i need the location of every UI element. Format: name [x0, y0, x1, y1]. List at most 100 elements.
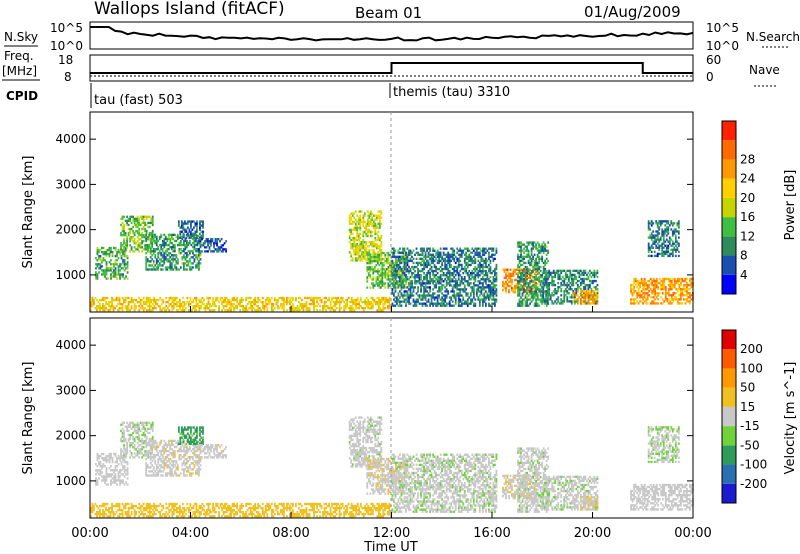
power-echo-cell — [646, 288, 649, 291]
power-echo-cell — [472, 278, 475, 281]
power-echo-cell — [198, 248, 200, 251]
power-echo-cell — [690, 298, 693, 301]
power-echo-cell — [643, 283, 646, 287]
power-echo-cell — [547, 241, 550, 244]
power-echo-cell — [402, 251, 404, 254]
power-echo-cell — [526, 282, 528, 285]
power-echo-cell — [453, 284, 456, 287]
power-echo-cell — [445, 296, 448, 299]
power-echo-cell — [254, 309, 257, 312]
power-echo-cell — [382, 264, 385, 267]
power-echo-cell — [257, 307, 260, 310]
power-echo-cell — [316, 296, 318, 300]
power-echo-cell — [654, 283, 657, 287]
power-echo-cell — [173, 243, 176, 247]
power-echo-cell — [518, 294, 521, 297]
power-echo-cell — [317, 296, 320, 300]
power-echo-cell — [182, 226, 185, 229]
power-echo-cell — [487, 286, 490, 289]
power-echo-cell — [122, 261, 124, 264]
power-echo-cell — [147, 215, 150, 218]
power-echo-cell — [102, 271, 105, 274]
power-echo-cell — [563, 269, 566, 273]
power-echo-cell — [448, 259, 451, 263]
power-echo-cell — [308, 309, 311, 312]
power-echo-cell — [676, 277, 679, 281]
power-echo-cell — [374, 224, 377, 228]
power-echo-cell — [371, 249, 374, 252]
power-echo-cell — [477, 263, 480, 267]
power-echo-cell — [529, 280, 531, 283]
power-echo-cell — [404, 253, 406, 257]
power-echo-cell — [433, 292, 436, 295]
power-echo-cell — [526, 296, 528, 299]
power-echo-cell — [401, 276, 403, 279]
power-echo-cell — [639, 283, 642, 287]
power-echo-cell — [688, 279, 691, 283]
power-echo-cell — [526, 280, 528, 284]
power-echo-cell — [323, 300, 326, 304]
power-echo-cell — [421, 284, 424, 287]
power-echo-cell — [175, 254, 178, 257]
power-echo-cell — [463, 247, 466, 250]
power-echo-cell — [676, 281, 679, 285]
power-echo-cell — [543, 283, 546, 287]
power-echo-cell — [545, 302, 548, 305]
power-echo-cell — [362, 222, 365, 225]
power-echo-cell — [460, 263, 463, 267]
power-echo-cell — [409, 286, 412, 289]
power-echo-cell — [175, 262, 178, 265]
power-echo-cell — [554, 300, 557, 303]
power-echo-cell — [177, 236, 180, 239]
power-echo-cell — [411, 251, 413, 254]
power-echo-cell — [662, 230, 665, 233]
power-echo-cell — [167, 260, 170, 263]
power-echo-cell — [572, 300, 575, 303]
power-echo-cell — [91, 298, 94, 302]
power-echo-cell — [581, 279, 584, 283]
power-echo-cell — [552, 281, 555, 285]
power-echo-cell — [441, 302, 444, 305]
power-echo-cell — [445, 282, 448, 285]
power-echo-cell — [489, 294, 492, 297]
power-echo-cell — [359, 226, 362, 230]
power-echo-cell — [477, 273, 480, 277]
power-echo-cell — [445, 280, 448, 283]
power-echo-cell — [430, 253, 433, 256]
power-echo-cell — [518, 269, 521, 273]
power-echo-cell — [430, 278, 433, 281]
power-echo-cell — [432, 269, 435, 273]
power-echo-cell — [492, 290, 495, 293]
power-echo-cell — [351, 236, 354, 240]
power-echo-cell — [163, 256, 166, 259]
power-echo-cell — [487, 284, 490, 287]
power-echo-cell — [636, 281, 639, 285]
power-echo-cell — [527, 294, 530, 297]
power-echo-cell — [688, 288, 691, 291]
power-echo-cell — [225, 296, 228, 300]
power-echo-cell — [366, 228, 369, 232]
power-echo-cell — [124, 244, 127, 247]
power-echo-cell — [350, 228, 353, 232]
power-echo-cell — [136, 217, 139, 220]
power-echo-cell — [489, 286, 492, 289]
power-echo-cell — [276, 304, 279, 308]
power-echo-cell — [391, 276, 394, 279]
power-echo-cell — [579, 277, 582, 281]
power-echo-cell — [380, 210, 383, 213]
power-echo-cell — [211, 250, 214, 253]
power-echo-cell — [409, 249, 412, 252]
power-echo-cell — [96, 309, 98, 312]
power-echo-cell — [298, 307, 300, 310]
velocity-echo-cell — [110, 473, 112, 476]
power-echo-cell — [245, 296, 248, 300]
power-echo-cell — [114, 246, 117, 250]
power-echo-cell — [214, 248, 217, 251]
power-echo-cell — [650, 224, 653, 227]
power-echo-cell — [462, 290, 465, 293]
power-echo-cell — [213, 300, 216, 304]
power-echo-cell — [462, 296, 465, 299]
power-echo-cell — [492, 284, 495, 287]
velocity-echo-cell — [108, 460, 111, 464]
power-echo-cell — [353, 302, 356, 306]
